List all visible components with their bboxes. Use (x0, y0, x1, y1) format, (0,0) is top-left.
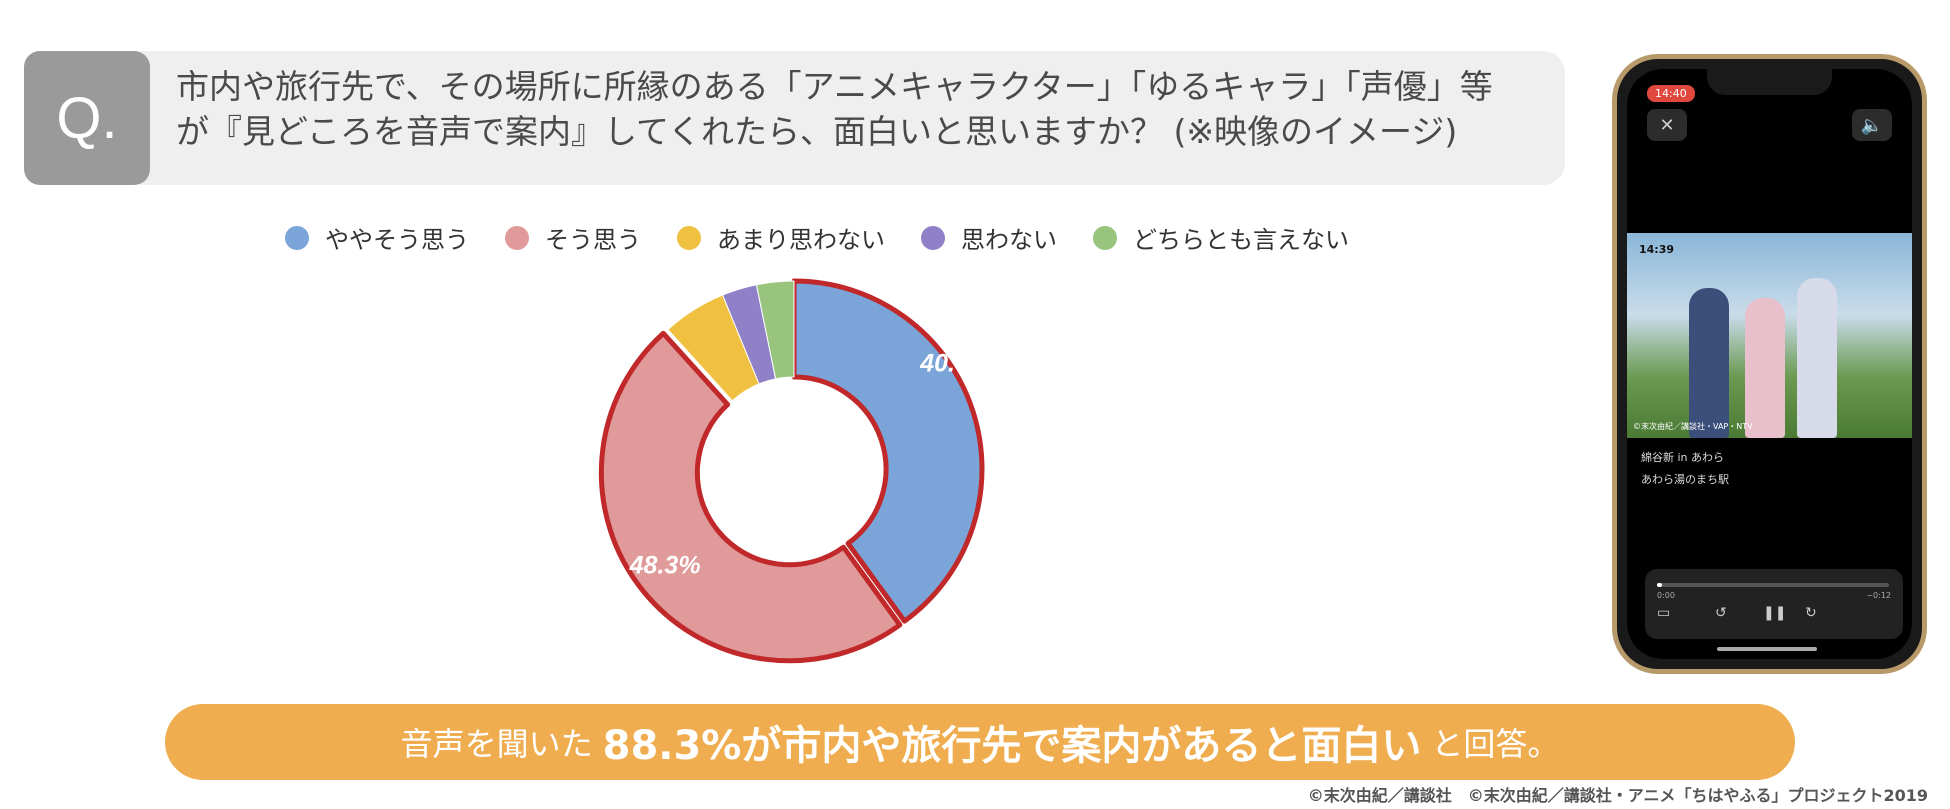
question-line-1: 市内や旅行先で、その場所に所縁のある「アニメキャラクター」「ゆるキャラ」「声優」… (176, 67, 1493, 106)
legend-label: そう思う (545, 226, 641, 254)
question-marker: Q. (24, 51, 150, 185)
data-label: 40.0% (919, 349, 991, 377)
character-figure (1797, 278, 1837, 438)
airplay-icon[interactable]: ▭ (1657, 605, 1671, 621)
legend-label: どちらとも言えない (1133, 226, 1349, 254)
legend-label: 思わない (961, 226, 1057, 254)
legend-item: そう思う (505, 220, 641, 255)
data-label: 48.3% (629, 552, 701, 580)
character-figure (1745, 298, 1785, 438)
remaining-time: −0:12 (1866, 591, 1891, 600)
video-copyright: ©末次由紀／講談社・VAP・NTV (1633, 422, 1753, 431)
legend-swatch (505, 225, 529, 250)
legend-swatch (1093, 225, 1117, 250)
banner-prefix: 音声を聞いた (400, 725, 593, 763)
legend-item: どちらとも言えない (1093, 220, 1349, 255)
legend-label: ややそう思う (325, 226, 469, 254)
volume-icon[interactable]: 🔈 (1852, 109, 1892, 141)
banner-suffix: と回答。 (1431, 725, 1560, 763)
legend-swatch (677, 225, 701, 250)
video-status-time: 14:39 (1639, 243, 1675, 256)
phone-notch (1707, 69, 1832, 95)
legend-label: あまり思わない (717, 226, 885, 254)
result-banner: 音声を聞いた 88.3%が市内や旅行先で案内があると面白い と回答。 (165, 704, 1795, 780)
donut-chart: 40.0% 48.3% (598, 278, 991, 664)
chart-legend: ややそう思う そう思う あまり思わない 思わない どちらとも言えない (285, 220, 1385, 255)
legend-item: あまり思わない (677, 220, 885, 255)
character-figure (1689, 288, 1729, 438)
legend-item: 思わない (921, 220, 1057, 255)
rewind-icon[interactable]: ↺ (1715, 605, 1727, 621)
progress-bar[interactable] (1657, 583, 1889, 587)
question-text: 市内や旅行先で、その場所に所縁のある「アニメキャラクター」「ゆるキャラ」「声優」… (176, 64, 1556, 154)
status-time: 14:40 (1647, 85, 1695, 102)
question-panel (140, 51, 1565, 185)
progress-fill (1657, 583, 1662, 587)
elapsed-time: 0:00 (1657, 591, 1675, 600)
question-line-2: が『見どころを音声で案内』してくれたら、面白いと思いますか？ (※映像のイメージ… (176, 112, 1458, 151)
video-caption-2: あわら湯のまち駅 (1641, 473, 1729, 486)
phone-screen: 14:40 ✕ 🔈 14:39 ©末次由紀／講談社・VAP・NTV 綿谷新 in… (1627, 69, 1912, 659)
donut-slice (791, 278, 985, 624)
close-icon[interactable]: ✕ (1647, 109, 1687, 141)
home-indicator (1717, 647, 1817, 651)
copyright-credit: ©末次由紀／講談社 ©末次由紀／講談社・アニメ「ちはやふる」プロジェクト2019 (1307, 786, 1928, 805)
legend-swatch (285, 225, 309, 250)
player-controls: 0:00 −0:12 ▭ ↺ ❚❚ ↻ (1645, 569, 1903, 639)
banner-emphasis: 88.3%が市内や旅行先で案内があると面白い (602, 723, 1422, 769)
video-caption-1: 綿谷新 in あわら (1641, 451, 1725, 464)
donut-slice (598, 330, 903, 664)
pause-icon[interactable]: ❚❚ (1763, 605, 1787, 621)
forward-icon[interactable]: ↻ (1805, 605, 1817, 621)
donut-slice (755, 280, 795, 380)
legend-swatch (921, 225, 945, 250)
legend-item: ややそう思う (285, 220, 469, 255)
video-frame[interactable]: 14:39 ©末次由紀／講談社・VAP・NTV (1627, 233, 1912, 438)
phone-mockup: 14:40 ✕ 🔈 14:39 ©末次由紀／講談社・VAP・NTV 綿谷新 in… (1612, 54, 1927, 674)
